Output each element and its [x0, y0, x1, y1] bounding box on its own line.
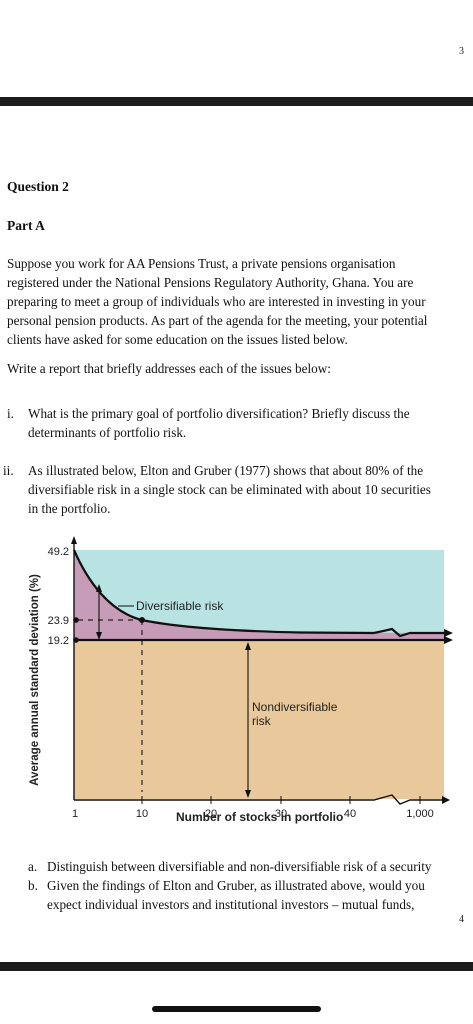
question-i-line: determinants of portfolio risk.	[28, 425, 187, 440]
sub-question-a-letter: a.	[28, 859, 38, 874]
question-title: Question 2	[7, 179, 69, 194]
diversifiable-arrowhead-down	[96, 632, 102, 640]
x-axis-arrowhead	[442, 796, 450, 804]
sub-question-a-line: Distinguish between diversifiable and no…	[47, 859, 432, 874]
page-separator-top	[0, 97, 473, 106]
nondiversifiable-risk-label-line2: risk	[252, 714, 272, 728]
x-axis-label: Number of stocks in portfolio	[176, 810, 344, 824]
y-axis-label: Average annual standard deviation (%)	[29, 574, 41, 786]
part-title: Part A	[7, 218, 45, 233]
x-tick-label: 20	[205, 808, 217, 820]
market-risk-arrowhead	[444, 636, 453, 644]
sub-question-b: b. Given the findings of Elton and Grube…	[28, 876, 469, 916]
x-tick-label: 30	[275, 808, 287, 820]
sub-question-b-line: expect individual investors and institut…	[47, 897, 415, 912]
question-i-number: i.	[7, 406, 14, 421]
nondiversifiable-risk-label-line1: Nondiversifiable	[252, 700, 338, 714]
intro-line: clients have asked for some education on…	[7, 332, 348, 347]
page-separator-bottom	[0, 962, 473, 971]
point-19-2-axis	[73, 637, 79, 643]
question-ii-line: As illustrated below, Elton and Gruber (…	[28, 463, 424, 478]
x-tick-label: 10	[136, 808, 148, 820]
intro-line: Suppose you work for AA Pensions Trust, …	[7, 256, 396, 271]
x-tick-label: 1,000	[406, 808, 434, 820]
nondiversifiable-risk-region	[74, 640, 444, 799]
intro-line: personal pension products. As part of th…	[7, 313, 428, 328]
x-tick-label: 1	[72, 808, 78, 820]
point-10-stocks	[139, 617, 145, 623]
question-ii: ii. As illustrated below, Elton and Grub…	[3, 461, 469, 521]
intro-line: registered under the National Pensions R…	[7, 275, 414, 290]
intro-line: preparing to meet a group of individuals…	[7, 294, 426, 309]
diversifiable-risk-label: Diversifiable risk	[136, 599, 224, 613]
y-axis-arrowhead	[71, 536, 77, 544]
question-ii-line: diversifiable risk in a single stock can…	[28, 482, 431, 497]
diversifiable-arrowhead-up	[96, 584, 102, 592]
y-tick-label: 19.2	[48, 635, 69, 647]
sub-question-a: a. Distinguish between diversifiable and…	[28, 857, 469, 877]
page-number-bottom: 4	[459, 914, 464, 925]
y-tick-label: 23.9	[48, 615, 69, 627]
portfolio-risk-curve	[72, 549, 375, 635]
sub-question-b-line: Given the findings of Elton and Gruber, …	[47, 878, 425, 893]
nondiversifiable-arrowhead-up	[245, 642, 251, 650]
curve-break	[373, 627, 444, 638]
x-tick-label: 40	[344, 808, 356, 820]
page-number-top: 3	[459, 46, 464, 57]
point-23-9-axis	[73, 617, 79, 623]
home-indicator[interactable]	[152, 1006, 321, 1012]
question-i-line: What is the primary goal of portfolio di…	[28, 406, 410, 421]
question-i: i. What is the primary goal of portfolio…	[7, 404, 469, 444]
nondiversifiable-arrowhead-down	[245, 790, 251, 798]
diversification-chart: Diversifiable risk Nondiversifiable risk…	[29, 536, 453, 820]
sub-question-b-letter: b.	[28, 878, 38, 893]
question-ii-number: ii.	[3, 463, 14, 478]
intro-paragraph: Suppose you work for AA Pensions Trust, …	[7, 254, 469, 349]
question-ii-line: in the portfolio.	[28, 501, 111, 516]
y-tick-label: 49.2	[48, 546, 69, 558]
curve-arrowhead	[444, 629, 453, 637]
x-axis	[74, 794, 444, 805]
instruction: Write a report that briefly addresses ea…	[7, 361, 331, 376]
diversifiable-risk-region	[74, 550, 444, 640]
